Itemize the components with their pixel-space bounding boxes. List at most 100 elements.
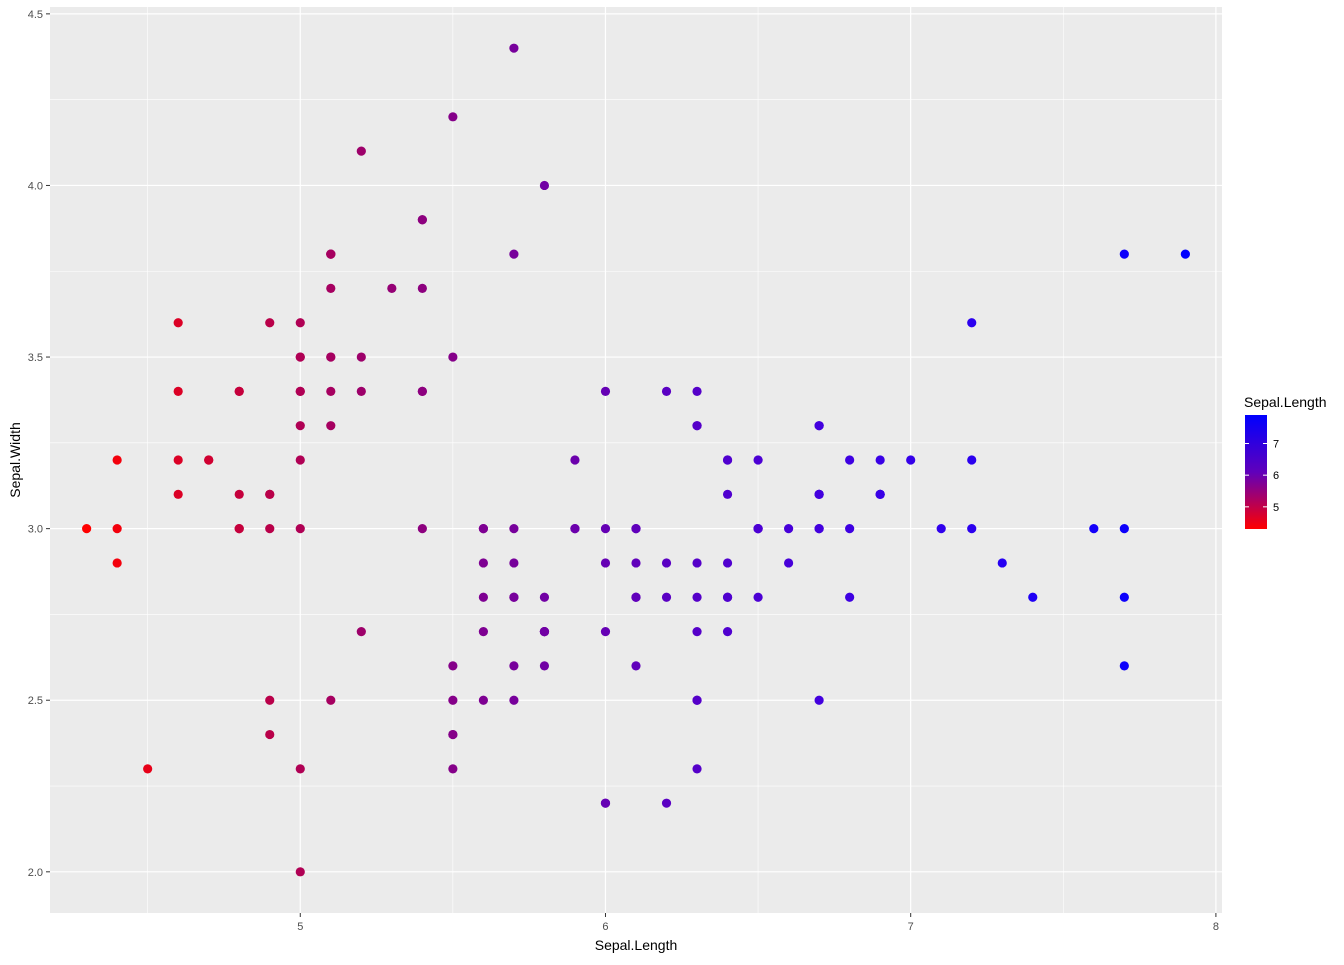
data-point xyxy=(478,592,488,602)
data-point xyxy=(692,558,702,568)
data-points xyxy=(82,43,1190,877)
y-tick-label: 3.5 xyxy=(28,352,43,364)
data-point xyxy=(722,455,733,465)
data-point xyxy=(1089,524,1099,534)
data-point xyxy=(173,489,183,499)
data-point xyxy=(814,524,824,534)
data-point xyxy=(295,421,305,431)
data-point xyxy=(600,798,611,808)
data-point xyxy=(509,524,519,534)
plot-panel-background xyxy=(50,7,1222,913)
data-point xyxy=(448,112,458,122)
data-point xyxy=(692,764,702,774)
data-point xyxy=(967,455,977,465)
data-point xyxy=(661,558,672,568)
data-point xyxy=(814,489,824,499)
y-tick-label: 2.5 xyxy=(28,695,43,707)
data-point xyxy=(631,558,641,568)
data-point xyxy=(509,695,519,705)
legend-tick-label: 6 xyxy=(1273,470,1279,482)
data-point xyxy=(295,867,305,877)
data-point xyxy=(82,524,92,534)
data-point xyxy=(509,558,519,568)
data-point xyxy=(692,626,702,637)
y-axis-ticks: 2.0 2.5 3.0 3.5 4.0 4.5 xyxy=(28,9,50,879)
data-point xyxy=(356,386,366,396)
data-point xyxy=(1180,249,1190,259)
data-point xyxy=(509,249,519,259)
data-point xyxy=(173,318,183,328)
data-point xyxy=(112,455,122,465)
data-point xyxy=(722,558,733,568)
data-point xyxy=(265,318,275,328)
data-point xyxy=(143,764,153,774)
data-point xyxy=(265,489,275,499)
major-gridlines xyxy=(50,7,1222,913)
data-point xyxy=(265,729,275,740)
legend-tick-label: 5 xyxy=(1273,502,1279,514)
data-point xyxy=(448,661,458,671)
data-point xyxy=(692,695,702,705)
legend-tick-label: 7 xyxy=(1273,439,1279,451)
data-point xyxy=(173,455,183,465)
color-legend: Sepal.Length 5 6 7 xyxy=(1244,394,1327,529)
data-point xyxy=(600,386,611,396)
x-tick-label: 7 xyxy=(908,921,914,933)
x-tick-label: 8 xyxy=(1213,921,1219,933)
data-point xyxy=(1119,524,1129,534)
data-point xyxy=(570,524,580,534)
data-point xyxy=(478,524,488,534)
data-point xyxy=(295,352,305,362)
minor-gridlines xyxy=(50,7,1222,913)
data-point xyxy=(600,558,611,568)
data-point xyxy=(967,524,977,534)
data-point xyxy=(722,592,733,602)
data-point xyxy=(509,592,519,602)
data-point xyxy=(539,592,550,602)
x-axis-title: Sepal.Length xyxy=(595,937,678,953)
data-point xyxy=(509,661,519,671)
data-point xyxy=(356,146,366,156)
data-point xyxy=(692,386,702,396)
data-point xyxy=(265,695,275,705)
data-point xyxy=(448,764,458,774)
y-tick-label: 3.0 xyxy=(28,524,43,536)
data-point xyxy=(356,352,366,362)
data-point xyxy=(722,489,733,499)
data-point xyxy=(692,421,702,431)
data-point xyxy=(845,524,855,534)
data-point xyxy=(814,695,824,705)
data-point xyxy=(784,524,794,534)
data-point xyxy=(661,386,672,396)
data-point xyxy=(478,626,488,637)
x-tick-label: 5 xyxy=(297,921,303,933)
data-point xyxy=(722,626,733,637)
data-point xyxy=(326,283,336,294)
y-tick-label: 2.0 xyxy=(28,867,43,879)
data-point xyxy=(417,386,427,396)
data-point xyxy=(356,626,366,637)
legend-colorbar xyxy=(1245,415,1267,529)
data-point xyxy=(631,661,641,671)
data-point xyxy=(875,455,885,465)
data-point xyxy=(326,695,336,705)
data-point xyxy=(784,558,794,568)
data-point xyxy=(753,524,763,534)
data-point xyxy=(326,249,336,259)
data-point xyxy=(600,626,611,637)
data-point xyxy=(1119,661,1129,671)
data-point xyxy=(631,592,641,602)
data-point xyxy=(661,592,672,602)
data-point xyxy=(265,524,275,534)
y-tick-label: 4.5 xyxy=(28,9,43,21)
data-point xyxy=(448,695,458,705)
data-point xyxy=(326,386,336,396)
data-point xyxy=(967,318,977,328)
data-point xyxy=(478,695,488,705)
data-point xyxy=(112,524,122,534)
data-point xyxy=(326,421,336,431)
data-point xyxy=(295,455,305,465)
x-axis-ticks: 5 6 7 8 xyxy=(297,913,1219,933)
